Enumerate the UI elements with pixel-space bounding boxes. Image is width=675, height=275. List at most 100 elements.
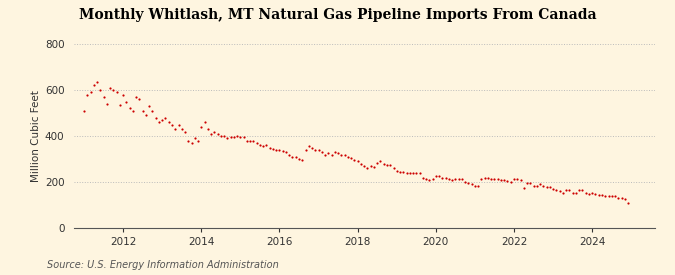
Point xyxy=(258,144,269,149)
Point xyxy=(277,149,288,153)
Point xyxy=(437,175,448,180)
Point xyxy=(492,177,503,181)
Point xyxy=(502,179,513,183)
Point xyxy=(225,135,236,139)
Point xyxy=(580,190,591,195)
Point xyxy=(574,188,585,192)
Point xyxy=(616,196,627,200)
Point xyxy=(567,190,578,195)
Point xyxy=(620,197,630,202)
Point xyxy=(212,132,223,136)
Point xyxy=(173,122,184,127)
Point xyxy=(323,151,333,156)
Point xyxy=(238,135,249,139)
Point xyxy=(440,175,451,180)
Point xyxy=(151,116,161,120)
Point xyxy=(267,147,278,151)
Point xyxy=(362,166,373,170)
Point xyxy=(153,120,164,125)
Point xyxy=(167,122,178,127)
Point xyxy=(509,177,520,181)
Point xyxy=(317,150,327,155)
Point xyxy=(463,181,474,186)
Point xyxy=(92,80,103,84)
Point xyxy=(117,92,128,97)
Point xyxy=(417,175,428,180)
Point xyxy=(597,193,608,197)
Point xyxy=(121,99,132,104)
Point xyxy=(489,177,500,181)
Point xyxy=(95,88,106,92)
Point xyxy=(395,170,406,174)
Point xyxy=(190,136,200,141)
Point xyxy=(584,191,595,196)
Point xyxy=(199,120,210,125)
Point xyxy=(202,127,213,131)
Point xyxy=(222,136,233,141)
Point xyxy=(512,177,522,181)
Text: Monthly Whitlash, MT Natural Gas Pipeline Imports From Canada: Monthly Whitlash, MT Natural Gas Pipelin… xyxy=(79,8,596,22)
Point xyxy=(486,177,497,181)
Point xyxy=(535,182,545,187)
Point xyxy=(281,150,292,155)
Point xyxy=(541,185,552,189)
Point xyxy=(495,178,506,182)
Point xyxy=(431,174,441,179)
Point xyxy=(564,188,575,192)
Point xyxy=(466,182,477,187)
Point xyxy=(381,163,392,167)
Point xyxy=(82,92,92,97)
Point xyxy=(137,109,148,113)
Point xyxy=(290,155,301,159)
Point xyxy=(176,127,187,131)
Point xyxy=(313,148,324,152)
Point xyxy=(306,145,317,150)
Point xyxy=(587,190,597,195)
Point xyxy=(600,194,611,198)
Point xyxy=(134,97,145,101)
Point xyxy=(547,187,558,191)
Point xyxy=(196,125,207,129)
Point xyxy=(310,148,321,152)
Point xyxy=(336,152,347,157)
Point xyxy=(476,177,487,181)
Point xyxy=(326,152,337,157)
Point xyxy=(522,181,533,186)
Point xyxy=(254,143,265,147)
Point xyxy=(115,103,126,107)
Point xyxy=(470,183,481,188)
Point xyxy=(78,109,89,113)
Point xyxy=(300,148,311,152)
Point xyxy=(342,155,353,159)
Point xyxy=(375,159,386,164)
Point xyxy=(98,95,109,99)
Point xyxy=(245,139,256,143)
Point xyxy=(85,90,96,95)
Point xyxy=(349,158,360,163)
Point xyxy=(261,143,272,147)
Point xyxy=(479,175,490,180)
Point xyxy=(483,175,493,180)
Point xyxy=(242,139,252,143)
Point xyxy=(232,134,242,138)
Point xyxy=(385,163,396,167)
Point xyxy=(414,171,425,175)
Point xyxy=(157,118,167,122)
Point xyxy=(287,155,298,159)
Point xyxy=(531,183,542,188)
Point xyxy=(421,177,431,181)
Point xyxy=(577,188,588,192)
Point xyxy=(251,141,262,145)
Point xyxy=(613,196,624,200)
Point xyxy=(248,139,259,143)
Point xyxy=(518,186,529,190)
Point xyxy=(235,135,246,139)
Point xyxy=(228,135,239,139)
Point xyxy=(329,150,340,155)
Point xyxy=(551,188,562,192)
Point xyxy=(372,160,383,165)
Point xyxy=(346,156,356,160)
Point xyxy=(453,177,464,181)
Point xyxy=(365,164,376,168)
Point xyxy=(450,177,461,181)
